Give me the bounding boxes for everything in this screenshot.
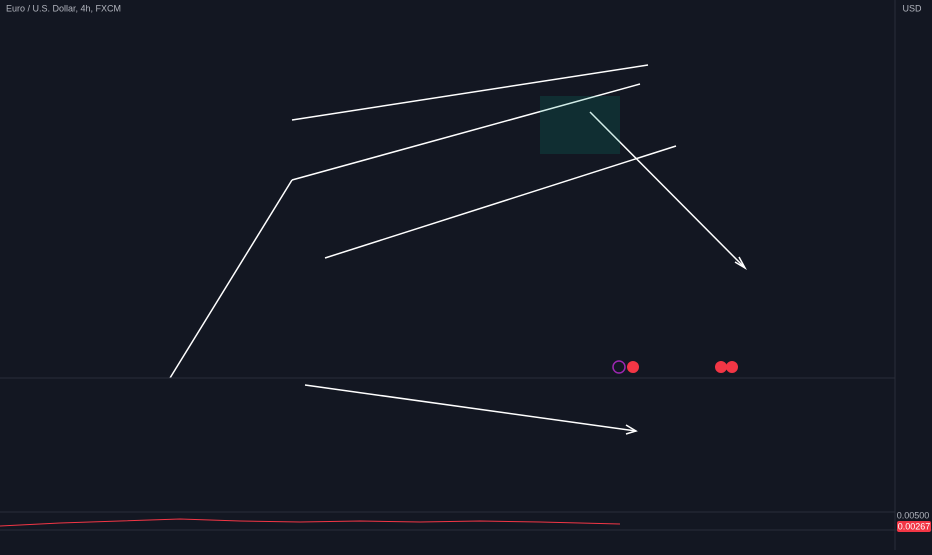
symbol-title: Euro / U.S. Dollar, 4h, FXCM (6, 3, 121, 13)
vol-value: 0.00267 (898, 521, 931, 531)
drawings (169, 64, 747, 435)
volatility-line (0, 518, 621, 527)
currency: USD (902, 3, 922, 13)
event-icon (612, 360, 626, 374)
vol-tag (897, 521, 931, 532)
event-icon (627, 361, 639, 373)
pattern-zone (540, 96, 620, 154)
vol-tick: 0.00500 (897, 510, 930, 520)
event-icon (715, 361, 727, 373)
event-icon (726, 361, 738, 373)
